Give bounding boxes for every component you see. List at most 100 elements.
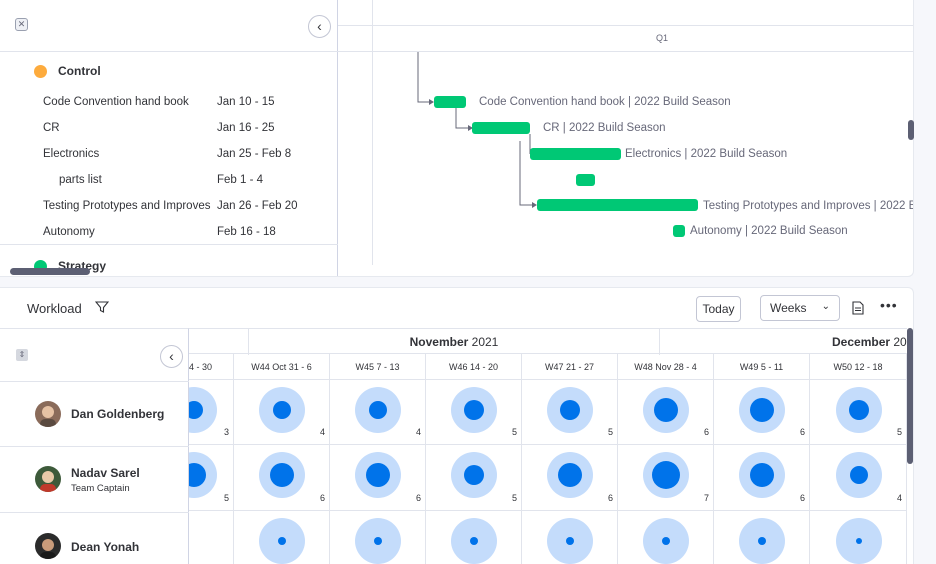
subtask-name[interactable]: parts list bbox=[59, 174, 102, 186]
task-count: 6 bbox=[607, 493, 613, 503]
person-row[interactable]: Nadav Sarel Team Captain bbox=[0, 446, 189, 512]
workload-cell[interactable] bbox=[714, 511, 810, 564]
workload-cell[interactable] bbox=[522, 511, 618, 564]
workload-cell[interactable]: 6 bbox=[714, 380, 810, 445]
workload-cell[interactable] bbox=[189, 511, 234, 564]
workload-cell[interactable] bbox=[810, 511, 907, 564]
month-name: November bbox=[409, 335, 469, 349]
filter-icon[interactable] bbox=[95, 300, 109, 314]
task-count: 4 bbox=[896, 493, 902, 503]
task-count: 4 bbox=[415, 427, 421, 437]
task-count: 6 bbox=[415, 493, 421, 503]
person-name: Dean Yonah bbox=[71, 540, 140, 554]
today-button[interactable]: Today bbox=[696, 296, 741, 322]
task-count: 5 bbox=[511, 427, 517, 437]
month-header: November 2021 December 2021 bbox=[189, 328, 907, 355]
workload-cell[interactable]: 5 bbox=[522, 380, 618, 445]
horizontal-scrollbar[interactable] bbox=[10, 268, 90, 275]
load-circle bbox=[654, 398, 678, 422]
view-select[interactable]: Weeks ⌄ bbox=[760, 295, 840, 321]
timeline-header-divider bbox=[338, 51, 913, 52]
chevron-down-icon: ⌄ bbox=[821, 301, 830, 312]
collapse-panel-button[interactable]: ‹ bbox=[308, 15, 331, 38]
month-cell: December 2021 bbox=[660, 329, 907, 355]
vertical-scrollbar[interactable] bbox=[907, 328, 913, 464]
task-dates: Jan 16 - 25 bbox=[217, 122, 275, 134]
task-name[interactable]: Electronics bbox=[43, 148, 100, 160]
collapse-column-button[interactable]: ‹ bbox=[160, 345, 183, 368]
workload-cell[interactable]: 6 bbox=[618, 380, 714, 445]
gantt-bar-label: Testing Prototypes and Improves | 2022 B bbox=[703, 200, 914, 212]
week-label: W49 5 - 11 bbox=[714, 354, 810, 380]
export-icon[interactable] bbox=[852, 301, 864, 315]
group-header-control[interactable]: Control bbox=[34, 63, 101, 79]
timeline-divider bbox=[372, 0, 373, 265]
task-name[interactable]: Code Convention hand book bbox=[43, 96, 189, 108]
gantt-bar[interactable] bbox=[537, 199, 698, 211]
week-header: 4 - 30 W44 Oct 31 - 6 W45 7 - 13 W46 14 - 2… bbox=[189, 354, 907, 380]
load-circle bbox=[464, 400, 484, 420]
task-count: 5 bbox=[511, 493, 517, 503]
gantt-bar[interactable] bbox=[576, 174, 595, 186]
workload-cell[interactable]: 6 bbox=[330, 445, 426, 511]
workload-cell[interactable]: 4 bbox=[330, 380, 426, 445]
workload-cell[interactable]: 6 bbox=[234, 445, 330, 511]
workload-cell[interactable] bbox=[330, 511, 426, 564]
load-circle bbox=[855, 538, 862, 544]
workload-cell[interactable]: 5 bbox=[189, 445, 234, 511]
task-count: 7 bbox=[703, 493, 709, 503]
workload-cell[interactable]: 5 bbox=[810, 380, 907, 445]
month-year: 2021 bbox=[471, 335, 499, 349]
load-circle bbox=[662, 537, 670, 545]
load-circle bbox=[366, 463, 390, 487]
workload-cell[interactable]: 6 bbox=[522, 445, 618, 511]
week-label: W46 14 - 20 bbox=[426, 354, 522, 380]
view-select-value: Weeks bbox=[770, 301, 807, 315]
workload-cell[interactable]: 6 bbox=[714, 445, 810, 511]
load-circle bbox=[750, 398, 774, 422]
load-circle bbox=[652, 461, 680, 489]
month-year: 2021 bbox=[893, 335, 907, 349]
load-circle bbox=[270, 463, 294, 487]
workload-cell[interactable]: 7 bbox=[618, 445, 714, 511]
week-label: 4 - 30 bbox=[189, 354, 234, 380]
avatar bbox=[35, 533, 61, 559]
task-count: 5 bbox=[223, 493, 229, 503]
month-cell: November 2021 bbox=[249, 329, 660, 355]
task-name[interactable]: Autonomy bbox=[43, 226, 95, 238]
vertical-scrollbar[interactable] bbox=[908, 120, 914, 140]
sort-icon[interactable]: ⇕ bbox=[16, 349, 28, 361]
workload-cell[interactable]: 5 bbox=[426, 380, 522, 445]
workload-cell[interactable] bbox=[618, 511, 714, 564]
load-circle bbox=[470, 537, 478, 545]
workload-title: Workload bbox=[27, 301, 82, 316]
task-count: 6 bbox=[799, 493, 805, 503]
gantt-bar[interactable] bbox=[434, 96, 466, 108]
person-row[interactable]: Dan Goldenberg bbox=[0, 381, 189, 446]
header-divider bbox=[0, 51, 338, 52]
workload-cell[interactable] bbox=[234, 511, 330, 564]
load-circle bbox=[189, 463, 206, 487]
gantt-bar[interactable] bbox=[472, 122, 530, 134]
task-name[interactable]: CR bbox=[43, 122, 60, 134]
month-name: December bbox=[832, 335, 891, 349]
gantt-bar-label: CR | 2022 Build Season bbox=[543, 122, 666, 134]
task-dates: Feb 16 - 18 bbox=[217, 226, 276, 238]
person-role: Team Captain bbox=[71, 483, 130, 494]
task-name[interactable]: Testing Prototypes and Improves bbox=[43, 200, 211, 212]
gantt-bar[interactable] bbox=[530, 148, 621, 160]
workload-cell[interactable]: 4 bbox=[810, 445, 907, 511]
collapse-all-icon[interactable]: ✕ bbox=[15, 18, 28, 31]
gantt-panel: ✕ ‹ Control Code Convention hand book Ja… bbox=[0, 0, 914, 277]
workload-cell[interactable]: 3 bbox=[189, 380, 234, 445]
more-options-icon[interactable]: ••• bbox=[880, 297, 898, 313]
avatar bbox=[35, 466, 61, 492]
week-label: W45 7 - 13 bbox=[330, 354, 426, 380]
month-cell bbox=[189, 329, 249, 355]
workload-cell[interactable]: 5 bbox=[426, 445, 522, 511]
workload-cell[interactable] bbox=[426, 511, 522, 564]
gantt-bar[interactable] bbox=[673, 225, 685, 237]
person-row[interactable]: Dean Yonah bbox=[0, 512, 189, 564]
workload-cell[interactable]: 4 bbox=[234, 380, 330, 445]
